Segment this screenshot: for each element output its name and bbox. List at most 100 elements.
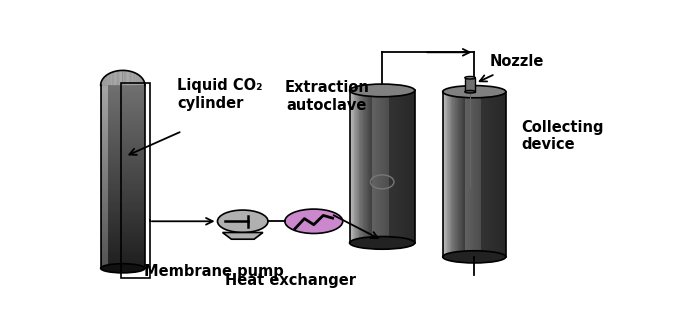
Polygon shape	[100, 252, 145, 254]
Polygon shape	[399, 90, 400, 243]
Polygon shape	[102, 166, 107, 168]
Polygon shape	[102, 164, 107, 166]
Polygon shape	[129, 71, 130, 85]
Polygon shape	[102, 91, 107, 93]
Polygon shape	[100, 259, 145, 261]
Polygon shape	[100, 170, 145, 171]
Polygon shape	[456, 92, 457, 257]
Text: Liquid CO₂
cylinder: Liquid CO₂ cylinder	[177, 78, 263, 111]
Polygon shape	[102, 148, 107, 149]
Polygon shape	[100, 94, 145, 96]
Polygon shape	[102, 254, 107, 255]
Polygon shape	[100, 107, 145, 109]
Polygon shape	[109, 73, 110, 85]
Polygon shape	[458, 92, 459, 257]
Polygon shape	[459, 92, 460, 257]
Polygon shape	[482, 92, 483, 257]
Polygon shape	[100, 214, 145, 215]
Polygon shape	[498, 92, 499, 257]
Polygon shape	[405, 90, 406, 243]
Polygon shape	[392, 90, 394, 243]
Polygon shape	[100, 118, 145, 120]
Polygon shape	[100, 166, 145, 168]
Polygon shape	[102, 243, 107, 245]
Polygon shape	[100, 116, 145, 118]
Polygon shape	[100, 230, 145, 232]
Polygon shape	[386, 90, 387, 243]
Polygon shape	[102, 168, 107, 170]
Polygon shape	[100, 246, 145, 248]
Polygon shape	[102, 173, 107, 175]
Polygon shape	[102, 175, 107, 177]
Polygon shape	[102, 102, 107, 104]
Polygon shape	[100, 157, 145, 158]
Polygon shape	[387, 90, 388, 243]
Polygon shape	[100, 243, 145, 245]
Polygon shape	[357, 90, 358, 243]
Polygon shape	[102, 259, 107, 261]
Polygon shape	[367, 90, 368, 243]
Polygon shape	[102, 215, 107, 217]
Polygon shape	[398, 90, 399, 243]
Polygon shape	[395, 90, 396, 243]
Polygon shape	[383, 90, 384, 243]
Polygon shape	[100, 115, 145, 116]
Polygon shape	[102, 140, 107, 142]
Polygon shape	[102, 138, 107, 140]
Polygon shape	[102, 85, 107, 87]
Polygon shape	[102, 191, 107, 193]
Polygon shape	[102, 146, 107, 148]
Polygon shape	[100, 158, 145, 160]
Polygon shape	[368, 90, 369, 243]
Polygon shape	[102, 217, 107, 219]
Polygon shape	[122, 70, 123, 85]
Polygon shape	[102, 157, 107, 158]
Polygon shape	[408, 90, 409, 243]
Polygon shape	[359, 90, 360, 243]
Polygon shape	[102, 195, 107, 197]
Polygon shape	[102, 151, 107, 153]
Polygon shape	[401, 90, 402, 243]
Polygon shape	[102, 235, 107, 237]
Polygon shape	[465, 92, 466, 257]
Polygon shape	[360, 90, 361, 243]
Polygon shape	[102, 261, 107, 263]
Polygon shape	[499, 92, 500, 257]
Polygon shape	[102, 106, 107, 107]
Polygon shape	[100, 155, 145, 157]
Polygon shape	[373, 90, 374, 243]
Polygon shape	[370, 90, 371, 243]
Polygon shape	[375, 90, 376, 243]
Polygon shape	[102, 255, 107, 257]
Polygon shape	[102, 239, 107, 241]
Polygon shape	[100, 111, 145, 113]
Polygon shape	[100, 210, 145, 212]
Polygon shape	[102, 98, 107, 100]
Polygon shape	[475, 92, 476, 257]
Polygon shape	[487, 92, 488, 257]
Polygon shape	[136, 74, 137, 85]
Polygon shape	[102, 184, 107, 186]
Polygon shape	[120, 71, 121, 85]
Polygon shape	[102, 188, 107, 190]
Polygon shape	[463, 92, 464, 257]
Polygon shape	[100, 124, 145, 126]
Polygon shape	[454, 92, 456, 257]
Polygon shape	[102, 204, 107, 206]
Polygon shape	[488, 92, 490, 257]
Polygon shape	[100, 171, 145, 173]
Polygon shape	[468, 92, 469, 257]
Polygon shape	[102, 230, 107, 232]
Polygon shape	[100, 87, 145, 89]
Polygon shape	[446, 92, 447, 257]
Polygon shape	[474, 92, 475, 257]
Polygon shape	[478, 92, 479, 257]
Polygon shape	[102, 177, 107, 179]
Polygon shape	[102, 212, 107, 214]
Polygon shape	[100, 265, 145, 266]
Polygon shape	[102, 109, 107, 111]
Polygon shape	[394, 90, 395, 243]
Polygon shape	[100, 122, 145, 124]
Polygon shape	[100, 237, 145, 239]
Polygon shape	[494, 92, 495, 257]
